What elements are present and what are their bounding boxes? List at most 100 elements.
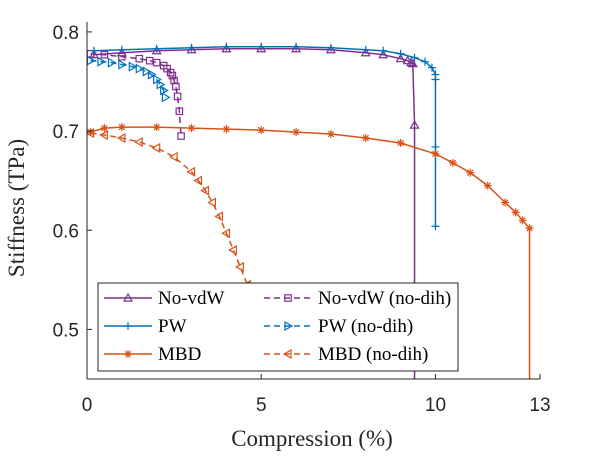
data-point	[228, 245, 237, 256]
data-point	[379, 46, 388, 55]
data-point	[173, 92, 182, 101]
data-point	[256, 43, 267, 53]
data-point	[187, 124, 196, 133]
legend: No-vdW No-vdW (no-dih) PW PW (no-dih) MBD MBD…	[97, 282, 459, 372]
data-point	[177, 132, 185, 140]
x-tick-label: 13	[529, 395, 550, 416]
data-point	[326, 130, 335, 139]
axes-layer	[86, 22, 541, 380]
data-point	[116, 132, 126, 144]
legend-label: No-vdW (no-dih)	[318, 288, 451, 309]
data-point	[406, 57, 417, 67]
legend-item: No-vdW (no-dih)	[264, 288, 451, 309]
data-point	[292, 42, 301, 51]
y-tick-label: 0.7	[53, 122, 79, 143]
data-point	[100, 124, 109, 133]
legend-item: PW (no-dih)	[264, 316, 413, 337]
data-point	[291, 43, 302, 53]
data-point	[214, 211, 224, 222]
x-tick-label: 0	[82, 395, 93, 416]
data-point	[97, 56, 107, 67]
data-point	[257, 42, 266, 51]
data-point	[511, 208, 520, 217]
series-no-vdw	[88, 43, 420, 379]
data-point	[395, 53, 406, 63]
legend-marker	[284, 294, 292, 302]
x-axis-label: Compression (%)	[231, 426, 393, 451]
data-point	[221, 43, 232, 53]
data-point	[483, 181, 492, 190]
data-point	[152, 123, 161, 132]
series-mbd	[87, 123, 534, 379]
data-point	[147, 69, 157, 80]
series-line	[90, 132, 262, 330]
series-pw	[89, 42, 440, 231]
data-point	[186, 44, 197, 54]
y-tick-label: 0.8	[53, 23, 79, 44]
legend-item: MBD (no-dih)	[264, 344, 428, 365]
x-tick-label: 10	[425, 395, 446, 416]
data-point	[448, 158, 457, 167]
data-point	[525, 224, 534, 233]
data-point	[151, 45, 162, 55]
data-point	[222, 42, 231, 51]
legend-marker	[282, 348, 292, 360]
tick-labels: 0 5 10 13 0.5 0.6 0.7 0.8	[53, 23, 551, 416]
data-point	[222, 125, 231, 134]
y-tick-label: 0.5	[53, 320, 79, 341]
y-axis-label: Stiffness (TPa)	[4, 139, 29, 277]
data-point	[466, 168, 475, 177]
data-point	[175, 107, 184, 116]
data-point	[221, 228, 230, 239]
data-point	[431, 222, 440, 231]
data-point	[168, 151, 178, 162]
y-tick-label: 0.6	[53, 221, 79, 242]
legend-label: No-vdW	[158, 288, 225, 309]
data-point	[142, 66, 152, 77]
data-point	[409, 119, 420, 129]
legend-marker	[122, 292, 134, 302]
data-point	[361, 134, 370, 143]
legend-item: PW	[104, 316, 187, 337]
data-point	[207, 197, 217, 208]
data-point	[501, 198, 510, 207]
data-point	[161, 92, 171, 103]
data-point	[427, 63, 436, 72]
data-point	[378, 49, 389, 59]
legend-label: MBD	[158, 344, 201, 365]
legend-marker	[284, 320, 294, 332]
data-point	[89, 46, 98, 55]
data-point	[117, 45, 126, 54]
data-point	[431, 142, 440, 151]
data-point	[152, 44, 161, 53]
legend-label: MBD (no-dih)	[318, 344, 428, 365]
data-point	[128, 61, 138, 72]
data-point	[431, 75, 440, 84]
data-point	[407, 58, 418, 68]
data-point	[186, 166, 196, 177]
series-pw-no-dih	[87, 55, 171, 103]
data-point	[193, 175, 203, 186]
data-point	[325, 44, 336, 54]
data-point	[172, 82, 180, 91]
data-point	[257, 126, 266, 135]
x-tick-label: 5	[256, 395, 267, 416]
data-point	[421, 57, 430, 66]
legend-label: PW (no-dih)	[318, 316, 413, 337]
data-point	[168, 71, 177, 80]
series-layer	[87, 42, 534, 379]
legend-marker	[124, 322, 132, 330]
legend-label: PW	[158, 316, 187, 337]
data-point	[116, 47, 127, 57]
data-point	[107, 57, 117, 68]
data-point	[87, 128, 95, 137]
data-point	[135, 63, 145, 74]
legend-item: No-vdW	[104, 288, 225, 309]
data-point	[360, 47, 371, 57]
data-point	[187, 43, 196, 52]
legend-item: MBD	[104, 344, 201, 365]
data-point	[410, 53, 419, 62]
data-point	[200, 185, 210, 196]
